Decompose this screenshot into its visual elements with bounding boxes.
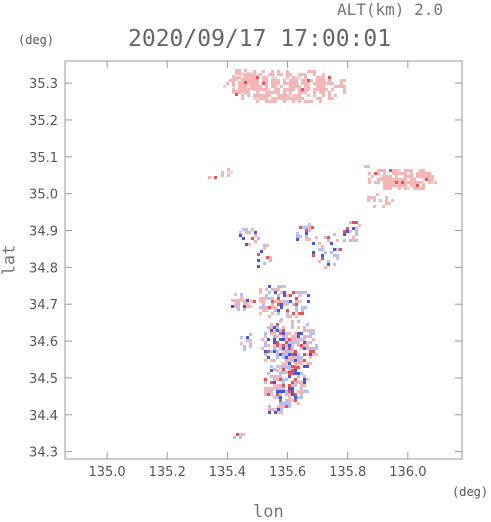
plot-title: 2020/09/17 17:00:01 [128, 26, 392, 52]
y-tick-9: 35.2 [29, 114, 462, 129]
y-axis-ticks: 34.3 34.4 34.5 34.6 34.7 34.8 34.9 35.0 35.1 35.2… [29, 77, 462, 461]
y-tick-label: 34.3 [29, 446, 58, 461]
echo-cluster-6 [364, 165, 370, 168]
x-tick-label: 136.0 [389, 465, 426, 480]
y-tick-label: 35.1 [29, 151, 58, 166]
echo-cluster-3 [367, 193, 394, 208]
echo-cluster-4 [221, 168, 233, 177]
radar-echo-field [208, 69, 437, 439]
x-tick-label: 135.8 [329, 465, 366, 480]
y-tick-10: 35.3 [29, 77, 462, 92]
y-tick-2: 34.5 [29, 372, 462, 387]
x-tick-label: 135.4 [209, 465, 246, 480]
x-axis-ticks: 135.0 135.2 135.4 135.6 135.8 136.0 [88, 61, 426, 480]
y-tick-label: 34.9 [29, 225, 58, 240]
x-tick-label: 135.6 [269, 465, 306, 480]
echo-cluster-9 [312, 233, 342, 269]
x-tick-2: 135.4 [209, 61, 246, 480]
echo-cluster-1 [232, 69, 256, 96]
y-tick-5: 34.8 [29, 261, 462, 276]
echo-cluster-11 [239, 228, 260, 246]
y-tick-6: 34.9 [29, 225, 462, 240]
x-tick-1: 135.2 [149, 61, 186, 480]
echo-cluster-5 [208, 176, 217, 179]
y-unit-label: (deg) [18, 33, 55, 47]
echo-cluster-16 [264, 366, 309, 408]
x-tick-4: 135.8 [329, 61, 366, 480]
x-axis-label: lon [253, 502, 284, 522]
y-tick-label: 34.5 [29, 372, 58, 387]
echo-cluster-12 [257, 244, 272, 268]
x-tick-0: 135.0 [88, 61, 126, 480]
plot-frame [64, 60, 463, 460]
echo-cluster-8 [296, 223, 314, 241]
y-tick-4: 34.7 [29, 298, 462, 313]
y-tick-3: 34.6 [29, 335, 462, 350]
echo-cluster-15 [261, 320, 318, 374]
y-tick-label: 34.7 [29, 298, 58, 313]
echo-cluster-19 [233, 433, 245, 439]
y-tick-0: 34.3 [29, 446, 462, 461]
x-unit-label: (deg) [452, 485, 489, 499]
y-tick-label: 35.3 [29, 77, 58, 92]
x-tick-label: 135.2 [149, 465, 186, 480]
y-tick-1: 34.4 [29, 409, 462, 424]
x-tick-5: 136.0 [389, 61, 426, 480]
x-tick-3: 135.6 [269, 61, 306, 480]
y-tick-label: 35.2 [29, 114, 58, 129]
y-tick-label: 34.8 [29, 261, 58, 276]
echo-cluster-13 [231, 293, 252, 311]
y-tick-label: 34.4 [29, 409, 58, 424]
echo-cluster-2 [368, 169, 437, 190]
echo-cluster-18 [268, 405, 283, 414]
echo-cluster-10 [343, 221, 361, 242]
y-tick-8: 35.1 [29, 151, 462, 166]
echo-cluster-17 [240, 333, 252, 351]
altitude-label: ALT(km) 2.0 [337, 0, 443, 19]
x-tick-label: 135.0 [88, 465, 125, 480]
y-tick-7: 35.0 [29, 188, 462, 203]
echo-cluster-14 [250, 285, 310, 321]
y-tick-label: 34.6 [29, 335, 58, 350]
y-tick-label: 35.0 [29, 188, 58, 203]
